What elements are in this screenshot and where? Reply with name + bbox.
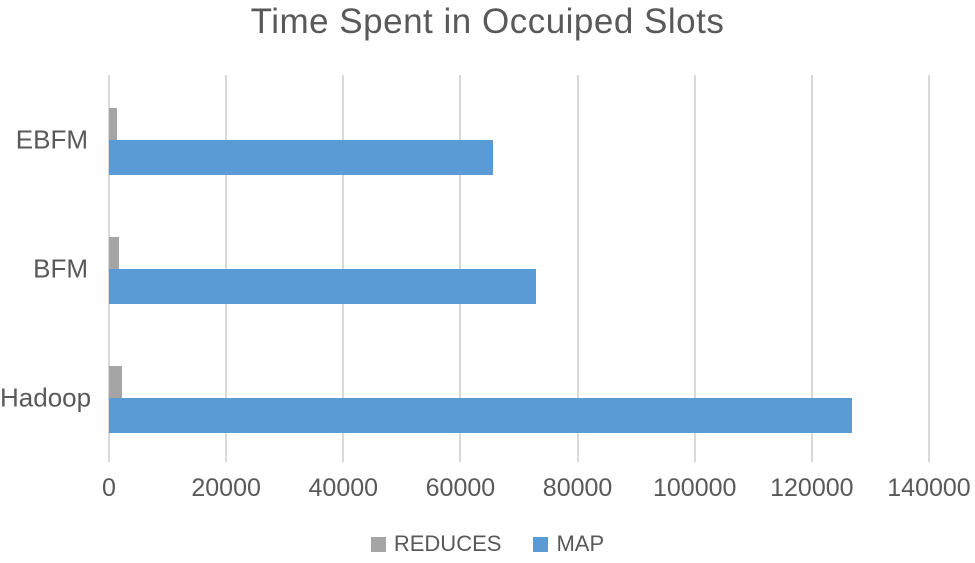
y-axis-label-bfm: BFM [33,253,88,283]
plot-area [108,75,930,462]
legend-label: MAP [556,531,605,556]
x-tick-label: 120000 [770,474,854,502]
x-tick-label: 20000 [191,474,261,502]
x-tick-label: 40000 [308,474,379,502]
legend-label: REDUCES [393,531,502,556]
y-axis-label-hadoop: Hadoop [0,382,92,412]
bar-reduces-hadoop [109,365,123,398]
x-tick-label: 80000 [542,474,613,502]
legend-item-reduces: REDUCES [370,531,502,557]
x-tick-label: 0 [102,474,116,502]
legend-swatch-reduces [370,536,386,552]
y-axis-label-ebfm: EBFM [15,124,88,154]
gridline [810,75,813,462]
gridline [928,75,930,462]
legend-swatch-map [533,536,549,552]
legend-item-map: MAP [533,531,604,557]
x-tick-label: 60000 [425,474,496,502]
gridline [576,75,579,462]
gridline [693,75,696,462]
bar-reduces-ebfm [109,107,118,140]
bar-map-ebfm [109,139,493,175]
bar-map-bfm [109,268,536,304]
bar-reduces-bfm [109,236,119,269]
x-tick-label: 140000 [887,474,971,502]
legend: REDUCES MAP [0,531,975,557]
x-tick-label: 100000 [652,474,737,502]
bar-map-hadoop [109,397,852,433]
chart-title: Time Spent in Occuiped Slots [250,2,725,41]
